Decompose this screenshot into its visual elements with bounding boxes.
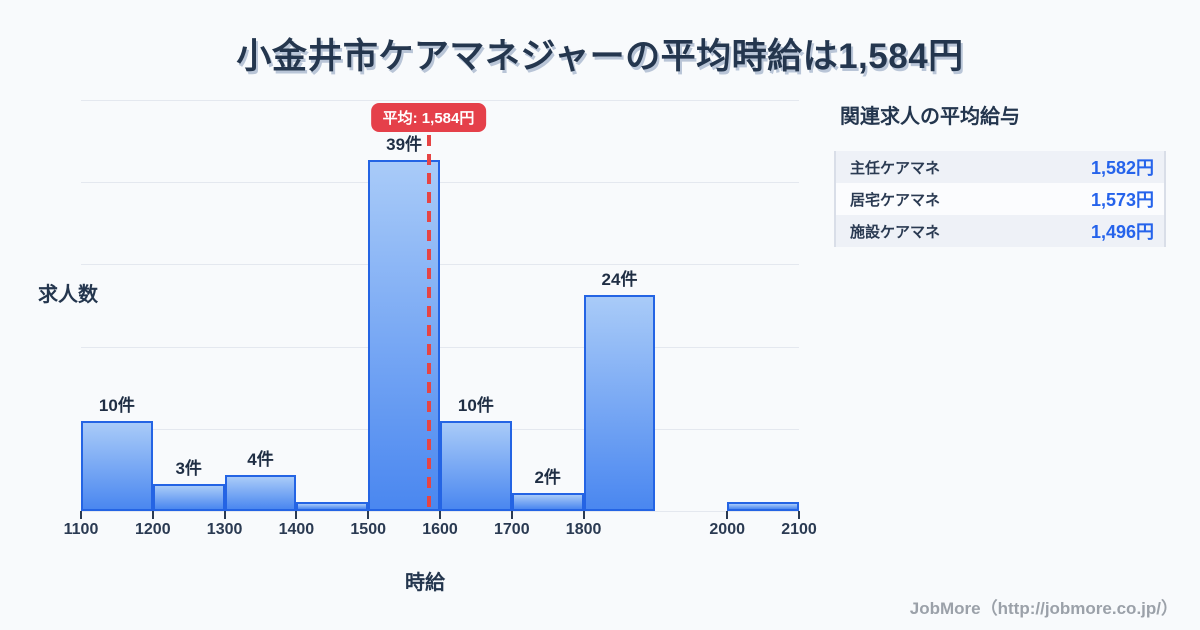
bar-count-label: 3件	[175, 459, 202, 478]
x-tick-mark	[726, 511, 729, 519]
related-salary-panel: 関連求人の平均給与 主任ケアマネ 1,582円 居宅ケアマネ 1,573円 施設…	[834, 100, 1166, 247]
salary-table: 主任ケアマネ 1,582円 居宅ケアマネ 1,573円 施設ケアマネ 1,496…	[834, 151, 1166, 247]
salary-row-label: 施設ケアマネ	[850, 223, 941, 241]
x-tick-label: 1600	[422, 521, 458, 538]
x-tick-label: 2100	[781, 521, 817, 538]
x-tick-mark	[367, 511, 370, 519]
x-tick-mark	[798, 511, 800, 519]
x-tick-mark	[510, 511, 513, 519]
x-tick-mark	[439, 511, 441, 519]
x-tick-label: 1200	[135, 521, 171, 538]
site-credit: JobMore（http://jobmore.co.jp/）	[909, 599, 1178, 618]
x-tick-label: 1400	[278, 521, 315, 538]
histogram-chart: 10件 3件 4件 39件 10件 2件 24件 1100 1200 1300 1400 1500 16…	[64, 100, 817, 538]
gridline	[81, 100, 799, 101]
salary-row-label: 居宅ケアマネ	[850, 191, 941, 209]
histogram-bar	[224, 475, 297, 511]
histogram-bar	[296, 502, 369, 511]
histogram-bar	[152, 484, 225, 511]
x-tick-label: 2000	[709, 521, 745, 538]
histogram-bar	[440, 421, 512, 511]
x-tick-mark	[582, 511, 585, 519]
x-tick-label: 1700	[494, 521, 530, 538]
x-tick-label: 1500	[350, 521, 386, 538]
salary-row-label: 主任ケアマネ	[850, 159, 941, 177]
x-tick-mark	[223, 511, 226, 519]
gridline	[81, 346, 799, 348]
average-badge: 平均: 1,584円	[370, 103, 487, 132]
salary-row-value: 1,582円	[1090, 158, 1154, 178]
bar-count-label: 24件	[601, 270, 638, 289]
histogram-bar	[583, 295, 656, 511]
bar-count-label: 10件	[457, 396, 494, 415]
x-tick-label: 1800	[565, 521, 602, 538]
histogram-bar	[511, 493, 584, 511]
x-tick-label: 1100	[63, 521, 99, 538]
x-tick-mark	[80, 511, 82, 519]
bar-count-label: 4件	[247, 450, 274, 469]
salary-row: 居宅ケアマネ 1,573円	[836, 183, 1164, 215]
x-tick-mark	[151, 511, 154, 519]
average-line	[426, 135, 431, 511]
gridline	[81, 264, 799, 266]
x-tick-mark	[295, 511, 298, 519]
histogram-bar	[727, 502, 799, 511]
y-axis-label: 求人数	[38, 284, 98, 306]
page-title: 小金井市ケアマネジャーの平均時給は1,584円	[236, 37, 964, 76]
salary-row: 主任ケアマネ 1,582円	[836, 151, 1164, 183]
x-axis-label: 時給	[405, 572, 445, 594]
salary-row-value: 1,496円	[1090, 222, 1154, 242]
salary-row-value: 1,573円	[1090, 190, 1154, 210]
x-tick-label: 1300	[206, 521, 243, 538]
gridline	[81, 182, 799, 184]
bar-count-label: 10件	[98, 396, 135, 415]
bar-count-label: 2件	[534, 468, 561, 487]
panel-title: 関連求人の平均給与	[840, 106, 1020, 128]
salary-row: 施設ケアマネ 1,496円	[836, 215, 1164, 247]
histogram-bar	[81, 421, 153, 511]
bar-count-label: 39件	[386, 135, 423, 154]
